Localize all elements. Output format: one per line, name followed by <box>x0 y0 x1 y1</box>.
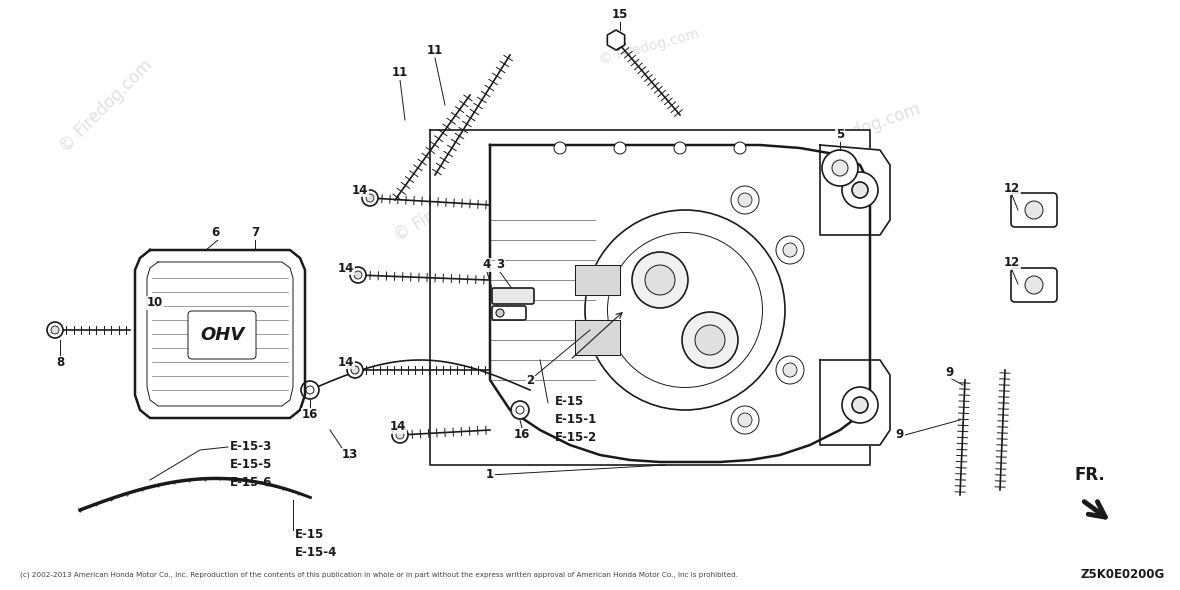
FancyBboxPatch shape <box>492 306 526 320</box>
Circle shape <box>366 194 374 202</box>
Text: 1: 1 <box>486 468 494 481</box>
Polygon shape <box>820 360 890 445</box>
Text: 11: 11 <box>427 44 444 57</box>
Text: © Firedog.com: © Firedog.com <box>800 100 923 159</box>
FancyBboxPatch shape <box>1011 268 1057 302</box>
Circle shape <box>843 387 878 423</box>
Circle shape <box>632 252 688 308</box>
Circle shape <box>350 267 366 283</box>
Text: 12: 12 <box>1004 182 1021 195</box>
Polygon shape <box>575 320 620 355</box>
Circle shape <box>784 243 797 257</box>
Text: 6: 6 <box>211 227 219 240</box>
Text: 11: 11 <box>392 67 408 80</box>
Text: E-15-4: E-15-4 <box>295 546 337 559</box>
Text: E-15-6: E-15-6 <box>230 476 273 489</box>
Text: 16: 16 <box>302 408 319 421</box>
Circle shape <box>553 142 566 154</box>
Text: © Firedog.com: © Firedog.com <box>597 27 701 67</box>
Circle shape <box>350 366 359 374</box>
Circle shape <box>347 362 363 378</box>
Text: E-15-3: E-15-3 <box>230 440 273 453</box>
Circle shape <box>852 397 868 413</box>
Polygon shape <box>135 250 304 418</box>
Polygon shape <box>820 145 890 235</box>
Circle shape <box>682 312 738 368</box>
Circle shape <box>143 325 153 335</box>
Circle shape <box>136 318 160 342</box>
Text: © Firedog.com: © Firedog.com <box>57 56 156 156</box>
Text: 14: 14 <box>389 421 406 434</box>
Circle shape <box>843 172 878 208</box>
Text: 15: 15 <box>611 8 628 21</box>
Polygon shape <box>490 145 870 462</box>
Circle shape <box>674 142 686 154</box>
FancyBboxPatch shape <box>492 288 535 304</box>
Circle shape <box>306 386 314 394</box>
Circle shape <box>612 37 620 43</box>
Circle shape <box>362 190 378 206</box>
Text: OHV: OHV <box>199 326 244 344</box>
Circle shape <box>496 309 504 317</box>
Circle shape <box>776 236 804 264</box>
FancyBboxPatch shape <box>1011 193 1057 227</box>
Circle shape <box>832 160 848 176</box>
Text: 5: 5 <box>835 129 844 142</box>
Text: 2: 2 <box>526 373 535 386</box>
Circle shape <box>645 265 675 295</box>
Text: 9: 9 <box>896 428 904 441</box>
Circle shape <box>516 406 524 414</box>
Circle shape <box>734 142 746 154</box>
Polygon shape <box>430 130 870 465</box>
Text: E-15: E-15 <box>555 395 584 408</box>
Text: E-15: E-15 <box>295 529 324 542</box>
Circle shape <box>301 381 319 399</box>
Text: E-15-1: E-15-1 <box>555 413 597 426</box>
FancyBboxPatch shape <box>188 311 256 359</box>
Circle shape <box>511 401 529 419</box>
Circle shape <box>1025 201 1043 219</box>
Text: 4: 4 <box>483 258 491 271</box>
Text: 10: 10 <box>146 297 163 310</box>
Circle shape <box>47 322 63 338</box>
Text: Z5K0E0200G: Z5K0E0200G <box>1081 569 1165 582</box>
Text: E-15-2: E-15-2 <box>555 431 597 444</box>
Circle shape <box>695 325 725 355</box>
Text: 13: 13 <box>342 448 358 461</box>
Polygon shape <box>575 265 620 295</box>
Circle shape <box>852 182 868 198</box>
Circle shape <box>1025 276 1043 294</box>
Text: 7: 7 <box>251 227 260 240</box>
Circle shape <box>730 186 759 214</box>
Text: FR.: FR. <box>1075 466 1106 484</box>
Text: 14: 14 <box>352 183 368 196</box>
Circle shape <box>822 150 858 186</box>
Text: 14: 14 <box>337 356 354 369</box>
Circle shape <box>392 427 408 443</box>
Text: 16: 16 <box>513 428 530 441</box>
Ellipse shape <box>608 232 762 388</box>
Ellipse shape <box>585 210 785 410</box>
Text: 12: 12 <box>1004 257 1021 270</box>
Text: E-15-5: E-15-5 <box>230 458 273 471</box>
Circle shape <box>354 271 362 279</box>
Text: 14: 14 <box>337 261 354 274</box>
Circle shape <box>738 193 752 207</box>
Text: 8: 8 <box>55 356 64 369</box>
Circle shape <box>396 431 404 439</box>
Circle shape <box>51 326 59 334</box>
Circle shape <box>776 356 804 384</box>
Circle shape <box>614 142 627 154</box>
Circle shape <box>609 33 623 47</box>
Text: (c) 2002-2013 American Honda Motor Co., Inc. Reproduction of the contents of thi: (c) 2002-2013 American Honda Motor Co., … <box>20 572 738 578</box>
Text: 3: 3 <box>496 258 504 271</box>
Circle shape <box>738 413 752 427</box>
Text: 9: 9 <box>946 365 955 379</box>
Circle shape <box>784 363 797 377</box>
Circle shape <box>730 406 759 434</box>
Text: © Firedog.com: © Firedog.com <box>391 168 506 245</box>
